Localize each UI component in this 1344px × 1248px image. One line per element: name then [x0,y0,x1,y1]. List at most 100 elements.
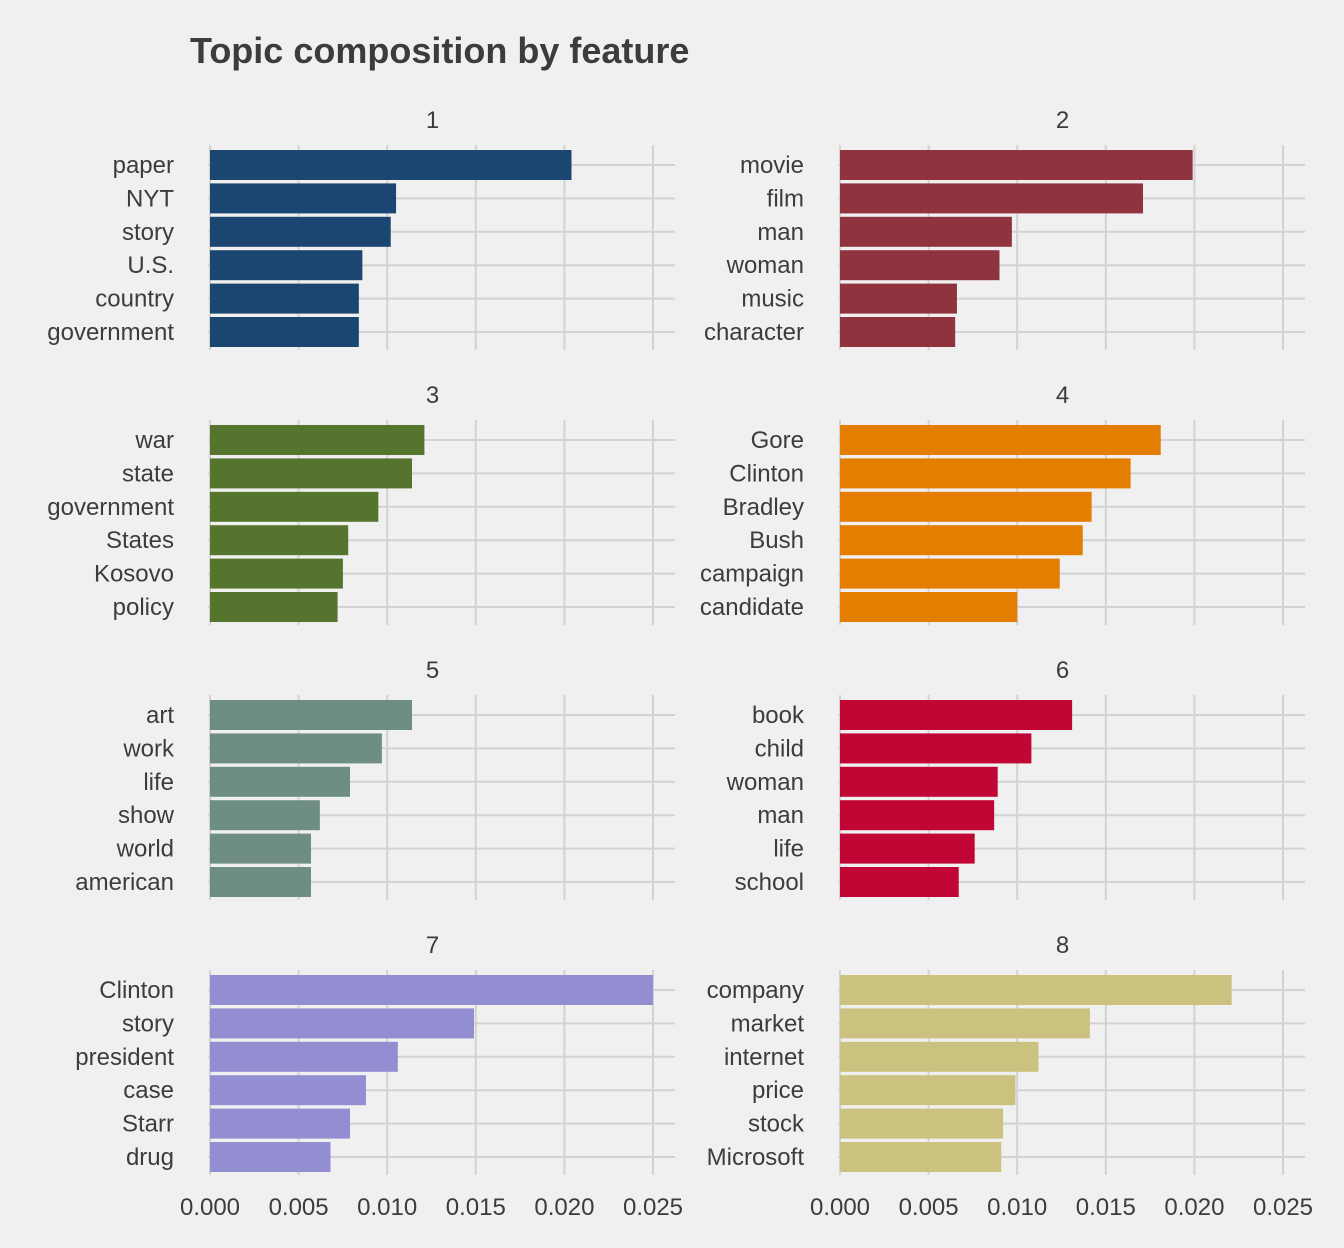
category-label: candidate [700,594,804,621]
bar-3-3 [210,525,349,556]
bar-1-2 [210,216,391,247]
panel-3: war state government States Kosovo policy 3 [47,382,675,625]
panel-7: Clinton story president case Starr drug 7 0.000… [75,932,683,1221]
category-label: paper [113,152,174,179]
category-label: world [116,836,174,863]
category-label: internet [724,1044,804,1071]
category-label: government [47,319,174,346]
panel-8: company market internet price stock Microsoft… [707,932,1313,1221]
category-label: price [752,1077,804,1104]
bar-6-5 [840,867,959,897]
category-label: woman [726,252,804,279]
bar-2-1 [840,183,1144,214]
bar-1-0 [210,150,572,180]
category-label: work [122,735,175,762]
bar-2-0 [840,150,1193,180]
category-label: character [704,319,804,346]
bar-4-1 [840,458,1131,489]
x-tick-label: 0.025 [623,1194,683,1221]
bar-5-0 [210,700,413,730]
category-label: movie [740,152,804,179]
panel-label-7: 7 [426,932,439,959]
bar-6-3 [840,800,995,831]
category-label: life [773,836,804,863]
bar-2-4 [840,283,957,314]
panel-label-4: 4 [1056,382,1069,409]
bar-8-5 [840,1142,1002,1172]
x-tick-label: 0.015 [1076,1194,1136,1221]
category-label: woman [726,769,804,796]
bar-8-4 [840,1108,1004,1139]
bar-1-3 [210,250,363,281]
category-label: president [75,1044,174,1071]
bar-8-0 [840,975,1232,1005]
category-label: country [95,286,174,313]
x-tick-label: 0.015 [446,1194,506,1221]
category-label: war [134,427,174,454]
panel-label-2: 2 [1056,107,1069,134]
category-label: music [741,286,804,313]
bar-1-1 [210,183,397,214]
bar-6-1 [840,733,1032,764]
x-tick-label: 0.005 [269,1194,329,1221]
category-label: school [735,869,804,896]
category-label: campaign [700,561,804,588]
bar-1-5 [210,317,359,347]
category-label: man [757,219,804,246]
panel-label-6: 6 [1056,657,1069,684]
category-label: film [767,185,804,212]
x-tick-label: 0.000 [180,1194,240,1221]
category-label: man [757,802,804,829]
category-label: child [755,735,804,762]
bar-2-5 [840,317,956,347]
category-label: story [122,1010,174,1037]
bar-7-1 [210,1008,475,1039]
bar-3-5 [210,592,338,622]
bar-7-3 [210,1075,366,1106]
category-label: government [47,494,174,521]
bar-4-4 [840,558,1060,589]
bar-1-4 [210,283,359,314]
category-label: Gore [751,427,804,454]
bar-8-1 [840,1008,1090,1039]
x-tick-label: 0.005 [899,1194,959,1221]
bar-7-5 [210,1142,331,1172]
panel-label-3: 3 [426,382,439,409]
bar-6-2 [840,766,998,797]
bar-6-0 [840,700,1073,730]
category-label: book [752,702,805,729]
bar-4-5 [840,592,1018,622]
bar-8-2 [840,1041,1039,1072]
bar-3-1 [210,458,413,489]
bar-3-4 [210,558,343,589]
bar-8-3 [840,1075,1016,1106]
category-label: market [731,1010,805,1037]
bar-5-4 [210,833,312,864]
panel-2: movie film man woman music character 2 [704,107,1305,350]
x-tick-label: 0.020 [534,1194,594,1221]
bar-5-1 [210,733,382,764]
bar-2-3 [840,250,1000,281]
category-label: Clinton [99,977,174,1004]
bar-5-3 [210,800,320,831]
bar-4-0 [840,425,1161,455]
bar-7-0 [210,975,653,1005]
category-label: Microsoft [707,1144,805,1171]
x-tick-label: 0.000 [810,1194,870,1221]
category-label: Starr [122,1111,174,1138]
x-tick-label: 0.010 [357,1194,417,1221]
x-tick-label: 0.020 [1164,1194,1224,1221]
x-tick-label: 0.010 [987,1194,1047,1221]
x-tick-label: 0.025 [1253,1194,1313,1221]
panel-label-5: 5 [426,657,439,684]
panel-1: paper NYT story U.S. country government 1 [47,107,675,350]
panel-4: Gore Clinton Bradley Bush campaign candidate 4 [700,382,1305,625]
category-label: policy [113,594,174,621]
category-label: U.S. [127,252,174,279]
category-label: art [146,702,174,729]
category-label: show [118,802,175,829]
bar-3-2 [210,491,379,522]
category-label: company [707,977,804,1004]
category-label: drug [126,1144,174,1171]
